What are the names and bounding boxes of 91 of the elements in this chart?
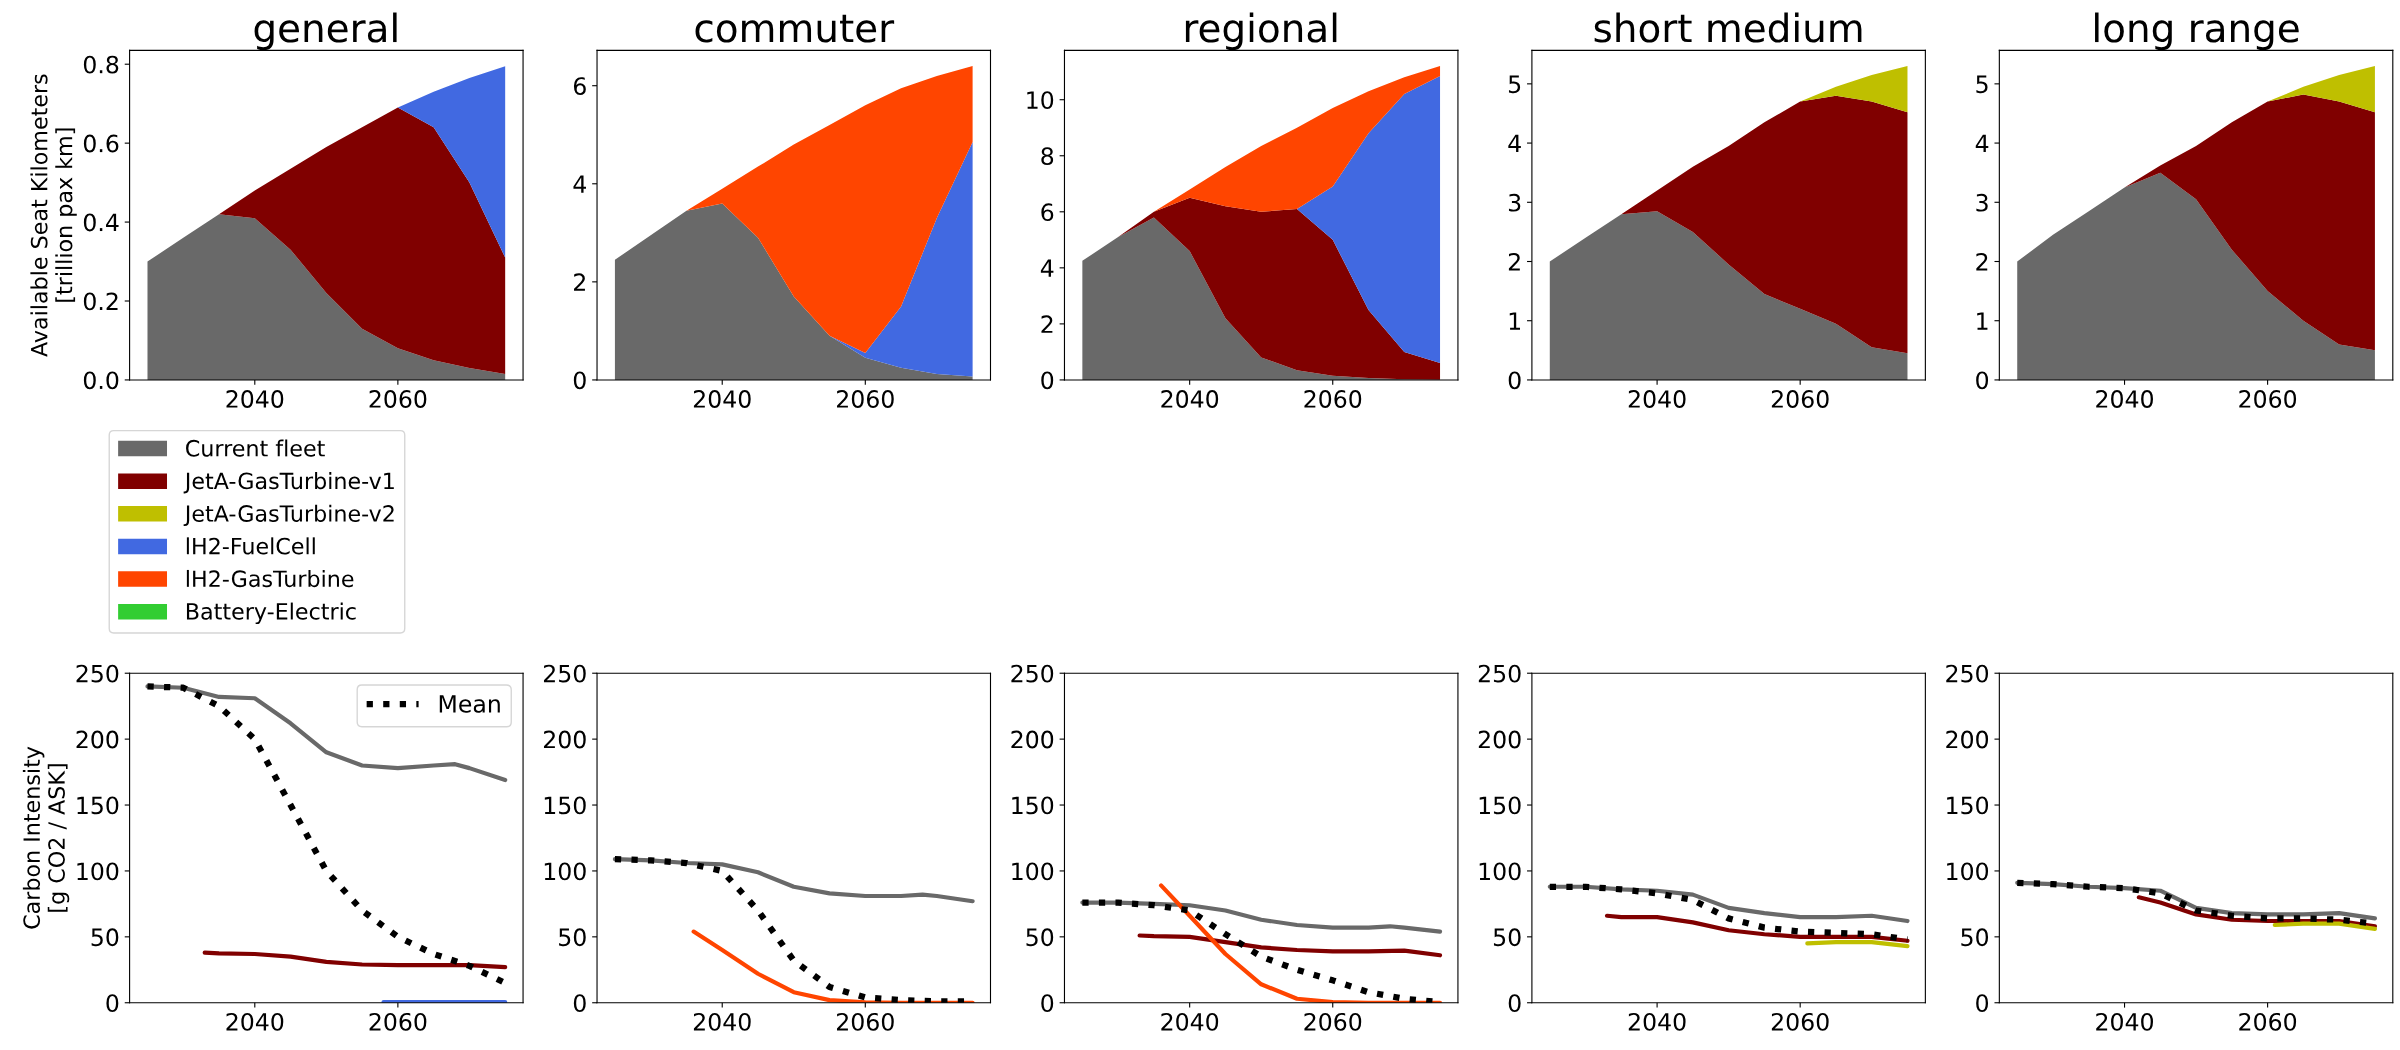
y-tick-label: 2 <box>1508 252 1520 271</box>
x-tick-label: 2040 <box>226 1012 284 1031</box>
x-tick-label: 2040 <box>2096 1012 2154 1031</box>
x-tick-label: 2060 <box>369 1012 427 1031</box>
y-tick-label: 0 <box>573 371 586 390</box>
x-tick-label: 2060 <box>836 390 894 408</box>
y-tick-label: 0 <box>1976 994 1989 1013</box>
legend-label: Current fleet <box>186 439 325 457</box>
y-tick-label: 50 <box>1026 928 1054 947</box>
y-tick-label: 6 <box>1041 203 1054 222</box>
y-tick-label: 250 <box>543 664 586 683</box>
legend-label: JetA-GasTurbine-v2 <box>183 504 394 527</box>
y-tick-label: 0.4 <box>83 213 119 232</box>
legend-label: lH2-FuelCell <box>186 537 315 555</box>
x-tick-label: 2040 <box>1628 1012 1686 1031</box>
y-tick-label: 100 <box>1479 862 1521 881</box>
y-tick-label: 50 <box>91 928 119 947</box>
y-tick-label: 150 <box>544 796 586 815</box>
y-tick-label: 50 <box>1493 928 1521 947</box>
y-tick-label: 200 <box>1011 730 1054 749</box>
x-tick-label: 2060 <box>1771 390 1829 408</box>
y-tick-label: 4 <box>573 175 586 193</box>
x-tick-label: 2060 <box>836 1012 894 1031</box>
x-tick-label: 2040 <box>2096 390 2154 408</box>
x-tick-label: 2040 <box>226 390 284 408</box>
y-tick-label: 2 <box>574 273 585 291</box>
y-tick-label: 0.0 <box>83 371 119 390</box>
y-tick-label: 3 <box>1508 193 1521 212</box>
y-tick-label: 50 <box>1961 928 1989 947</box>
x-tick-label: 2060 <box>369 390 427 408</box>
x-tick-label: 2040 <box>1628 390 1686 408</box>
y-tick-label: 100 <box>77 862 119 881</box>
y-tick-label: 2 <box>1976 252 1988 271</box>
y-tick-label: 2 <box>1041 315 1053 333</box>
y-axis-title: Available Seat Kilometers [trillion pax km] <box>30 74 77 357</box>
x-tick-label: 2060 <box>1304 390 1362 408</box>
y-tick-label: 250 <box>1946 664 1989 683</box>
y-tick-label: 10 <box>1027 91 1054 110</box>
y-tick-label: 0 <box>1041 371 1054 390</box>
y-tick-label: 150 <box>1012 796 1054 815</box>
y-tick-label: 0.2 <box>83 292 118 311</box>
y-tick-label: 100 <box>1947 862 1989 881</box>
legend-label: Battery-Electric <box>186 602 356 625</box>
chart-title: short medium <box>1594 12 1862 43</box>
y-tick-label: 0.8 <box>83 55 119 74</box>
y-tick-label: 200 <box>76 730 119 749</box>
y-tick-label: 250 <box>1478 664 1521 683</box>
y-tick-label: 0 <box>1041 994 1054 1013</box>
y-tick-label: 0 <box>106 994 119 1013</box>
y-tick-label: 150 <box>1479 796 1521 815</box>
y-tick-label: 5 <box>1508 75 1521 94</box>
legend-label: Mean <box>439 695 500 713</box>
chart-title: commuter <box>695 14 895 43</box>
x-tick-label: 2060 <box>2239 390 2297 408</box>
y-tick-label: 0 <box>573 994 586 1013</box>
y-tick-label: 5 <box>1976 75 1988 94</box>
y-tick-label: 0 <box>1508 994 1521 1013</box>
y-tick-label: 200 <box>543 730 586 749</box>
y-tick-label: 6 <box>573 77 586 96</box>
y-tick-label: 250 <box>76 664 119 683</box>
x-tick-label: 2040 <box>1161 1012 1219 1031</box>
y-tick-label: 4 <box>1508 134 1521 153</box>
y-tick-label: 100 <box>1012 862 1054 881</box>
chart-title: regional <box>1185 12 1337 51</box>
y-tick-label: 1 <box>1509 312 1520 330</box>
chart-title: general <box>254 12 397 51</box>
y-tick-label: 150 <box>1947 796 1989 815</box>
x-tick-label: 2060 <box>1771 1012 1829 1031</box>
y-tick-label: 8 <box>1041 147 1054 166</box>
x-tick-label: 2040 <box>1161 390 1219 408</box>
y-tick-label: 4 <box>1975 134 1989 153</box>
y-tick-label: 150 <box>77 796 119 815</box>
y-tick-label: 100 <box>544 862 586 881</box>
y-tick-label: 0 <box>1976 371 1989 390</box>
y-tick-label: 3 <box>1976 193 1988 212</box>
legend-label: lH2-GasTurbine <box>186 569 354 588</box>
y-tick-label: 200 <box>1478 730 1521 749</box>
x-tick-label: 2040 <box>693 390 751 408</box>
y-tick-label: 50 <box>559 928 586 947</box>
y-tick-label: 4 <box>1040 259 1054 277</box>
y-axis-title: Carbon Intensity [g CO2 / ASK] <box>22 746 70 929</box>
y-tick-label: 200 <box>1946 730 1989 749</box>
x-tick-label: 2060 <box>2239 1012 2297 1031</box>
y-tick-label: 1 <box>1977 312 1988 330</box>
y-tick-label: 0.6 <box>83 134 119 153</box>
y-tick-label: 0 <box>1508 371 1521 390</box>
y-tick-label: 250 <box>1011 664 1054 683</box>
chart-title: long range <box>2095 12 2299 51</box>
x-tick-label: 2060 <box>1304 1012 1362 1031</box>
legend-label: JetA-GasTurbine-v1 <box>183 472 394 494</box>
x-tick-label: 2040 <box>693 1012 751 1031</box>
